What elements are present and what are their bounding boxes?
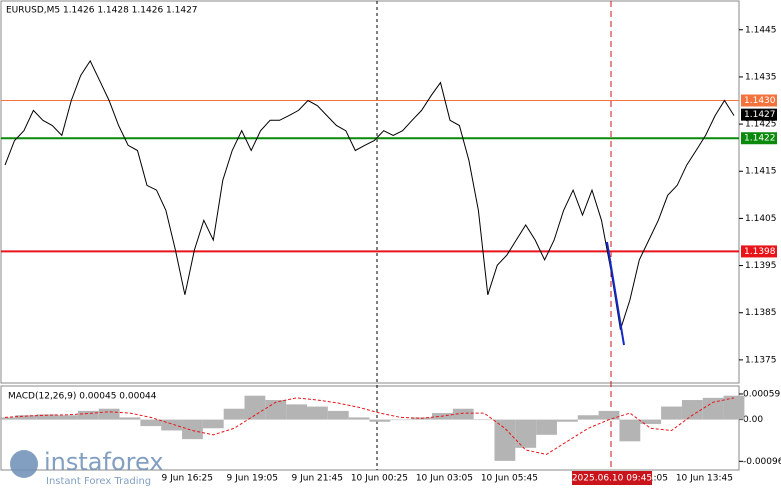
macd-bar: [723, 395, 745, 420]
macd-bar: [0, 417, 16, 420]
level-label: 1.1422: [744, 134, 776, 144]
macd-bar: [57, 415, 78, 420]
macd-y-tick-label: 0.00059: [743, 389, 780, 399]
x-tick-label: 10 Jun 05:45: [481, 474, 538, 484]
macd-bar: [161, 419, 183, 431]
cursor-label: 2025.06.10 09:45: [572, 474, 652, 484]
macd-bar: [307, 406, 328, 420]
watermark: instaforex Instant Forex Trading: [10, 448, 164, 487]
macd-bar: [348, 417, 370, 420]
macd-bar: [369, 419, 391, 422]
macd-bar: [36, 414, 58, 420]
macd-panel-frame: [0, 385, 740, 471]
macd-bar: [640, 419, 662, 424]
y-tick-label: 1.1435: [745, 72, 777, 82]
x-tick-label: 10 Jun 00:25: [351, 474, 408, 484]
macd-y-tick-label: 0.00: [743, 415, 763, 425]
macd-bar: [681, 400, 703, 420]
brand-logo: [10, 450, 38, 478]
brand-name: instaforex: [44, 448, 164, 476]
level-label-box: [741, 132, 777, 145]
trend-annotation: [606, 241, 625, 346]
current-price-box: [741, 108, 777, 121]
level-label: 1.1398: [744, 247, 776, 257]
macd-bar: [327, 410, 349, 420]
current-price-label: 1.1427: [744, 110, 776, 120]
macd-title: MACD(12,26,9) 0.00045 0.00044: [8, 392, 157, 402]
macd-bar: [577, 415, 599, 420]
macd-bar: [77, 410, 99, 420]
level-label: 1.1430: [744, 96, 776, 106]
macd-y-tick-label: -0.00096: [743, 457, 781, 467]
y-tick-label: 1.1375: [745, 355, 777, 365]
macd-bar: [452, 408, 474, 420]
macd-bar: [286, 404, 308, 420]
macd-bar: [223, 408, 245, 420]
x-tick-label: 10 Jun 03:05: [416, 474, 473, 484]
macd-signal-line: [4, 397, 735, 455]
y-tick-label: 1.1445: [745, 25, 777, 35]
macd-bar: [140, 419, 162, 427]
y-tick-label: 1.1395: [745, 261, 777, 271]
macd-bar: [390, 419, 412, 421]
y-tick-label: 1.1415: [745, 167, 777, 177]
x-tick-label: 9 Jun 21:45: [292, 474, 343, 484]
macd-bar: [702, 397, 724, 420]
macd-bar: [619, 419, 641, 442]
macd-bar: [182, 419, 203, 440]
macd-bar: [556, 419, 578, 422]
macd-bar: [661, 406, 682, 420]
macd-bar: [494, 419, 516, 461]
y-tick-label: 1.1405: [745, 214, 777, 224]
macd-bar: [515, 419, 537, 448]
macd-bar: [15, 415, 37, 420]
macd-bar: [119, 417, 141, 420]
macd-bar: [473, 419, 495, 421]
brand-tagline: Instant Forex Trading: [46, 476, 151, 487]
y-tick-label: 1.1425: [745, 120, 777, 130]
macd-bar: [598, 410, 620, 420]
level-label-box: [741, 94, 777, 107]
x-tick-label: 9 Jun 16:25: [162, 474, 213, 484]
macd-bar: [265, 400, 287, 420]
x-tick-label: 10 Jun 13:45: [676, 474, 733, 484]
macd-bar: [202, 419, 224, 429]
x-tick-label: 9 Jun 19:05: [227, 474, 278, 484]
macd-bar: [98, 408, 120, 420]
macd-bar: [536, 419, 557, 435]
y-tick-label: 1.1385: [745, 308, 777, 318]
chart-title: EURUSD,M5 1.1426 1.1428 1.1426 1.1427: [6, 6, 198, 16]
macd-bar: [244, 395, 266, 420]
price-panel-frame: [0, 0, 740, 384]
cursor-label-box: [572, 471, 652, 485]
level-label-box: [741, 245, 777, 258]
